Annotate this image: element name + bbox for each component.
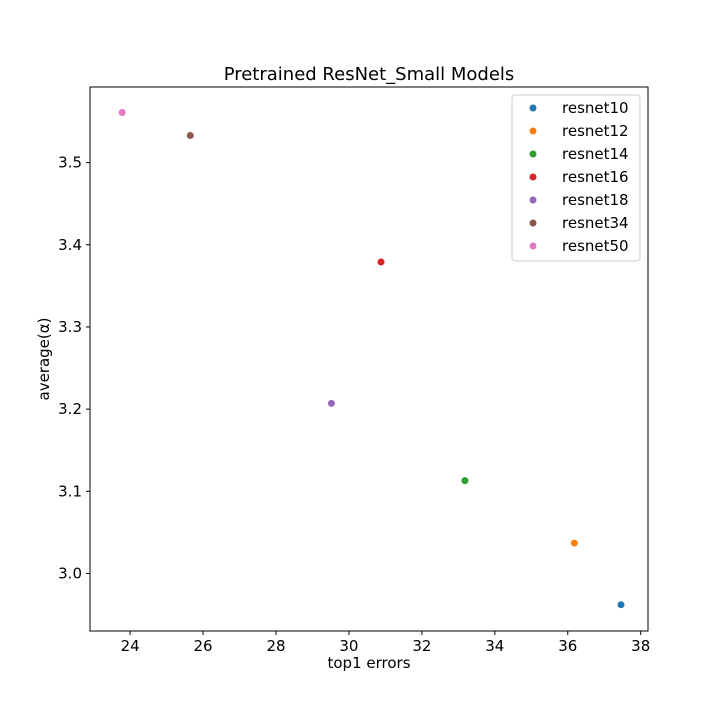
chart-title: Pretrained ResNet_Small Models bbox=[224, 64, 515, 85]
y-axis-ticks: 3.0 3.1 3.2 3.3 3.4 3.5 bbox=[58, 154, 90, 582]
y-tick-label: 3.5 bbox=[58, 154, 82, 172]
legend-label-resnet50: resnet50 bbox=[562, 237, 629, 255]
legend-marker-resnet10 bbox=[529, 104, 537, 112]
plot-area bbox=[89, 86, 649, 632]
resnet18-point bbox=[327, 399, 335, 407]
legend-label-resnet10: resnet10 bbox=[562, 99, 629, 117]
resnet14-point bbox=[461, 477, 469, 485]
resnet10-point bbox=[617, 601, 625, 609]
y-tick-label: 3.0 bbox=[58, 564, 82, 582]
legend-label-resnet14: resnet14 bbox=[562, 145, 629, 163]
legend-label-resnet12: resnet12 bbox=[562, 122, 629, 140]
legend-label-resnet16: resnet16 bbox=[562, 168, 629, 186]
x-tick-label: 30 bbox=[339, 637, 358, 655]
y-tick-label: 3.1 bbox=[58, 482, 82, 500]
legend-marker-resnet16 bbox=[529, 173, 537, 181]
legend-marker-resnet14 bbox=[529, 150, 537, 158]
x-tick-label: 34 bbox=[485, 637, 504, 655]
y-axis-label: average(α) bbox=[35, 318, 53, 401]
resnet34-point bbox=[186, 131, 194, 139]
legend-marker-resnet50 bbox=[529, 242, 537, 250]
data-points bbox=[118, 108, 625, 609]
legend-marker-resnet12 bbox=[529, 127, 537, 135]
legend-marker-resnet34 bbox=[529, 219, 537, 227]
x-tick-label: 36 bbox=[558, 637, 577, 655]
x-tick-label: 24 bbox=[121, 637, 140, 655]
y-tick-label: 3.2 bbox=[58, 400, 82, 418]
x-axis-label: top1 errors bbox=[327, 654, 410, 672]
legend-label-resnet34: resnet34 bbox=[562, 214, 629, 232]
y-tick-label: 3.3 bbox=[58, 318, 82, 336]
x-tick-label: 28 bbox=[266, 637, 285, 655]
resnet16-point bbox=[377, 258, 385, 266]
legend-label-resnet18: resnet18 bbox=[562, 191, 629, 209]
legend-box bbox=[511, 94, 641, 262]
x-tick-label: 32 bbox=[412, 637, 431, 655]
x-tick-label: 26 bbox=[194, 637, 213, 655]
y-tick-label: 3.4 bbox=[58, 236, 82, 254]
resnet12-point bbox=[570, 539, 578, 547]
x-tick-label: 38 bbox=[631, 637, 650, 655]
resnet50-point bbox=[118, 108, 126, 116]
x-axis-ticks: 24 26 28 30 32 34 36 38 bbox=[121, 631, 650, 655]
legend: resnet10 resnet12 resnet14 resnet16 resnet18… bbox=[511, 94, 641, 262]
legend-marker-resnet18 bbox=[529, 196, 537, 204]
